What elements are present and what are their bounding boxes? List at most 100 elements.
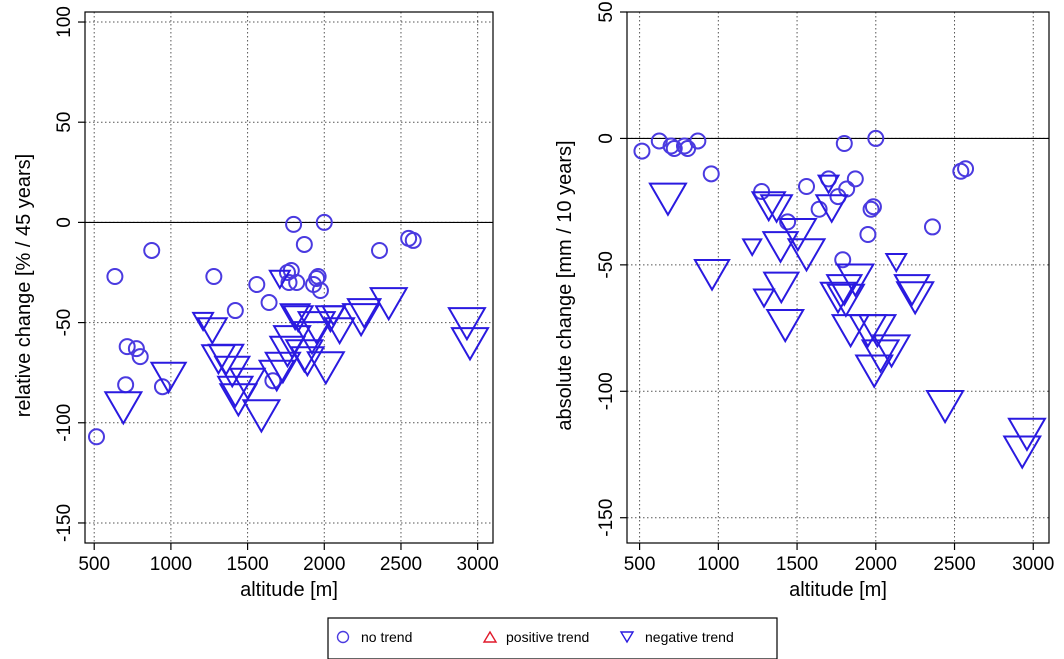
- negative-trend-point: [741, 238, 763, 257]
- negative-trend-point: [750, 191, 787, 223]
- legend-marker-positive-trend: [482, 630, 498, 643]
- legend: no trend positive trend negative trend: [327, 617, 778, 659]
- negative-trend-point: [282, 305, 315, 334]
- no-trend-point: [846, 170, 864, 188]
- y-axis-title: absolute change [mm / 10 years]: [554, 140, 576, 430]
- no-trend-point: [315, 213, 333, 231]
- negative-trend-point: [346, 298, 383, 330]
- negative-trend-point: [306, 351, 346, 386]
- negative-trend-point: [264, 351, 302, 385]
- plot-frame: [84, 11, 494, 544]
- no-trend-point: [859, 226, 877, 244]
- x-tick-label: 1000: [150, 554, 192, 575]
- y-tick-label: 100: [54, 6, 75, 38]
- negative-trend-point: [857, 314, 898, 349]
- y-tick-label: -100: [596, 372, 617, 410]
- x-axis-title: altitude [m]: [789, 579, 887, 601]
- negative-trend-point: [786, 238, 827, 273]
- x-axis-title: altitude [m]: [240, 579, 338, 601]
- legend-label-negative-trend: negative trend: [645, 629, 734, 645]
- legend-marker-negative-trend: [619, 631, 635, 644]
- no-trend-point: [957, 160, 975, 178]
- no-trend-point: [311, 282, 329, 300]
- negative-trend-point: [103, 391, 144, 426]
- x-tick-label: 1500: [226, 554, 268, 575]
- negative-trend-point: [268, 269, 292, 290]
- no-trend-point: [127, 340, 145, 358]
- no-trend-point: [117, 376, 135, 394]
- negative-trend-point: [752, 288, 776, 309]
- no-trend-point: [867, 129, 885, 147]
- no-trend-point: [798, 177, 816, 195]
- negative-trend-point: [814, 194, 849, 224]
- legend-box: [327, 617, 778, 659]
- negative-trend-point: [257, 359, 296, 393]
- x-tick-label: 2500: [933, 554, 975, 575]
- negative-trend-point: [648, 182, 688, 217]
- no-trend-point: [260, 294, 278, 312]
- no-trend-point: [370, 241, 388, 259]
- negative-trend-point: [778, 218, 818, 253]
- y-tick-label: 50: [596, 1, 617, 22]
- y-tick-label: 50: [54, 112, 75, 133]
- x-tick-label: 3000: [1012, 554, 1054, 575]
- negative-trend-point: [272, 325, 312, 360]
- negative-trend-point: [925, 389, 965, 425]
- negative-trend-point: [893, 274, 931, 307]
- no-trend-point: [295, 235, 313, 253]
- no-trend-point: [153, 378, 171, 396]
- negative-trend-point: [292, 321, 332, 356]
- negative-trend-point: [1007, 417, 1047, 452]
- negative-trend-point: [884, 253, 908, 274]
- no-trend-point: [288, 274, 306, 292]
- relative-change-panel: 500 1000 1500 2000 2500 3000 -150 -100 -50 0 50 100…: [13, 6, 499, 601]
- no-trend-point: [404, 231, 422, 249]
- legend-marker-no-trend: [336, 630, 350, 644]
- no-trend-point: [205, 267, 223, 285]
- y-tick-label: 0: [54, 217, 75, 228]
- y-tick-label: 0: [596, 133, 617, 144]
- no-trend-point: [118, 338, 136, 356]
- negative-trend-point: [320, 305, 347, 327]
- negative-trend-point: [761, 231, 800, 264]
- y-tick-label: -150: [54, 504, 75, 542]
- y-tick-label: -50: [596, 251, 617, 278]
- x-tick-label: 500: [624, 554, 656, 575]
- negative-trend-point: [1002, 435, 1042, 470]
- negative-trend-point: [826, 283, 866, 318]
- negative-trend-point: [341, 303, 381, 338]
- no-trend-point: [106, 267, 124, 285]
- negative-trend-point: [368, 287, 409, 322]
- negative-trend-point: [765, 309, 805, 344]
- negative-trend-point: [323, 317, 356, 346]
- negative-trend-point: [835, 263, 876, 298]
- negative-trend-point: [762, 271, 801, 305]
- y-tick-label: -100: [54, 404, 75, 442]
- plot-frame: [626, 11, 1050, 544]
- negative-trend-point: [860, 339, 901, 374]
- no-trend-point: [665, 140, 683, 158]
- negative-trend-point: [854, 354, 894, 389]
- negative-trend-point: [816, 174, 841, 195]
- negative-trend-point: [191, 311, 215, 332]
- y-axis-title: relative change [% / 45 years]: [13, 154, 35, 417]
- no-trend-point: [285, 215, 303, 233]
- no-trend-point: [308, 270, 326, 288]
- negative-trend-point: [447, 307, 487, 342]
- no-trend-point: [834, 251, 852, 269]
- no-trend-point: [864, 198, 882, 216]
- absolute-change-panel: 500 1000 1500 2000 2500 3000 -150 -100 -50 0 50 alt…: [554, 1, 1054, 601]
- negative-trend-point: [871, 334, 912, 369]
- no-trend-point: [248, 276, 266, 294]
- y-tick-label: -150: [596, 499, 617, 537]
- no-trend-point: [923, 218, 941, 236]
- negative-trend-point: [693, 258, 731, 292]
- no-trend-point: [143, 241, 161, 259]
- negative-trend-point: [149, 361, 188, 395]
- no-trend-point: [862, 200, 880, 218]
- negative-trend-point: [450, 327, 490, 362]
- x-tick-label: 1500: [776, 554, 818, 575]
- negative-trend-point: [228, 367, 267, 401]
- negative-trend-point: [241, 399, 282, 434]
